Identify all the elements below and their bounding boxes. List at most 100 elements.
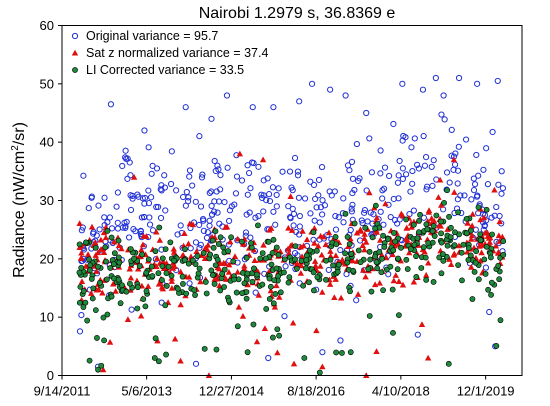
data-point bbox=[193, 248, 200, 254]
data-point bbox=[368, 169, 375, 176]
data-point bbox=[259, 281, 266, 288]
data-point bbox=[206, 217, 213, 224]
data-point bbox=[289, 319, 297, 326]
data-point bbox=[478, 249, 485, 256]
data-point bbox=[486, 308, 493, 316]
data-point bbox=[86, 267, 93, 274]
data-point bbox=[372, 202, 379, 209]
data-point bbox=[196, 244, 203, 251]
data-point bbox=[465, 257, 472, 263]
data-point bbox=[79, 224, 86, 231]
data-point bbox=[382, 200, 389, 207]
data-point bbox=[270, 208, 277, 215]
data-point bbox=[211, 275, 218, 282]
data-point bbox=[159, 263, 166, 270]
data-point bbox=[342, 250, 349, 257]
data-point bbox=[140, 213, 148, 221]
data-point bbox=[423, 277, 430, 283]
data-point bbox=[127, 280, 133, 287]
data-point bbox=[423, 221, 430, 228]
data-point bbox=[285, 203, 292, 210]
data-point bbox=[389, 251, 396, 258]
data-point bbox=[167, 180, 175, 188]
data-point bbox=[322, 241, 329, 248]
data-point bbox=[273, 244, 280, 251]
data-point bbox=[438, 111, 445, 118]
data-point bbox=[446, 179, 453, 186]
data-point bbox=[272, 291, 279, 297]
data-point bbox=[107, 265, 114, 271]
data-point bbox=[248, 244, 255, 251]
data-point bbox=[396, 157, 403, 165]
data-point bbox=[389, 286, 396, 293]
data-point bbox=[137, 312, 145, 319]
data-point bbox=[444, 226, 451, 232]
data-point bbox=[319, 363, 326, 370]
data-point bbox=[460, 241, 467, 248]
data-point bbox=[461, 192, 468, 199]
data-point bbox=[362, 238, 370, 245]
data-point bbox=[158, 283, 166, 290]
data-point bbox=[495, 250, 502, 256]
data-point bbox=[95, 366, 101, 373]
data-point bbox=[420, 214, 427, 221]
data-point bbox=[435, 194, 442, 200]
data-point bbox=[77, 283, 84, 290]
data-point bbox=[319, 289, 326, 295]
data-point bbox=[286, 274, 293, 281]
data-point bbox=[159, 277, 165, 283]
data-point bbox=[310, 181, 318, 189]
data-point bbox=[390, 329, 396, 336]
data-point bbox=[475, 172, 482, 179]
data-point bbox=[294, 168, 302, 175]
data-point bbox=[307, 178, 314, 185]
data-point bbox=[320, 233, 327, 240]
data-point bbox=[149, 162, 156, 169]
data-point bbox=[77, 255, 85, 261]
data-point bbox=[252, 214, 259, 221]
data-point bbox=[359, 219, 366, 227]
data-point bbox=[109, 280, 117, 287]
data-point bbox=[161, 172, 168, 179]
data-point bbox=[216, 282, 223, 289]
data-point bbox=[310, 229, 317, 236]
data-point bbox=[163, 351, 169, 358]
data-point bbox=[217, 287, 224, 294]
y-axis-title-main: Radiance (nW/cm bbox=[11, 151, 28, 278]
data-point bbox=[492, 242, 500, 249]
data-point bbox=[346, 167, 353, 174]
data-point bbox=[436, 254, 443, 261]
x-tick-label: 8/18/2016 bbox=[287, 384, 345, 399]
data-point bbox=[253, 338, 261, 345]
data-point bbox=[267, 283, 274, 290]
data-point bbox=[247, 185, 254, 192]
legend-marker bbox=[71, 32, 79, 40]
data-point bbox=[489, 231, 495, 238]
data-point bbox=[101, 337, 107, 344]
data-point bbox=[347, 349, 354, 356]
data-point bbox=[142, 303, 149, 310]
data-point bbox=[365, 266, 372, 272]
data-point bbox=[319, 197, 326, 204]
data-point bbox=[374, 265, 381, 272]
data-point bbox=[148, 194, 155, 201]
data-point bbox=[250, 159, 257, 167]
data-point bbox=[221, 266, 228, 273]
data-point bbox=[168, 284, 176, 291]
y-axis: 0 10 20 30 40 50 60 bbox=[40, 18, 62, 383]
data-point bbox=[424, 354, 432, 361]
data-point bbox=[243, 254, 250, 261]
data-point bbox=[425, 240, 432, 246]
data-point bbox=[114, 225, 122, 232]
y-tick-label: 10 bbox=[40, 310, 54, 325]
data-point bbox=[196, 265, 203, 272]
data-point bbox=[239, 312, 247, 319]
data-point bbox=[276, 332, 282, 339]
legend-label: Original variance = 95.7 bbox=[86, 29, 218, 43]
data-point bbox=[197, 278, 204, 285]
data-point bbox=[344, 259, 351, 266]
data-point bbox=[269, 184, 277, 191]
data-point bbox=[140, 296, 147, 303]
data-point bbox=[481, 229, 489, 236]
data-point bbox=[249, 104, 256, 111]
